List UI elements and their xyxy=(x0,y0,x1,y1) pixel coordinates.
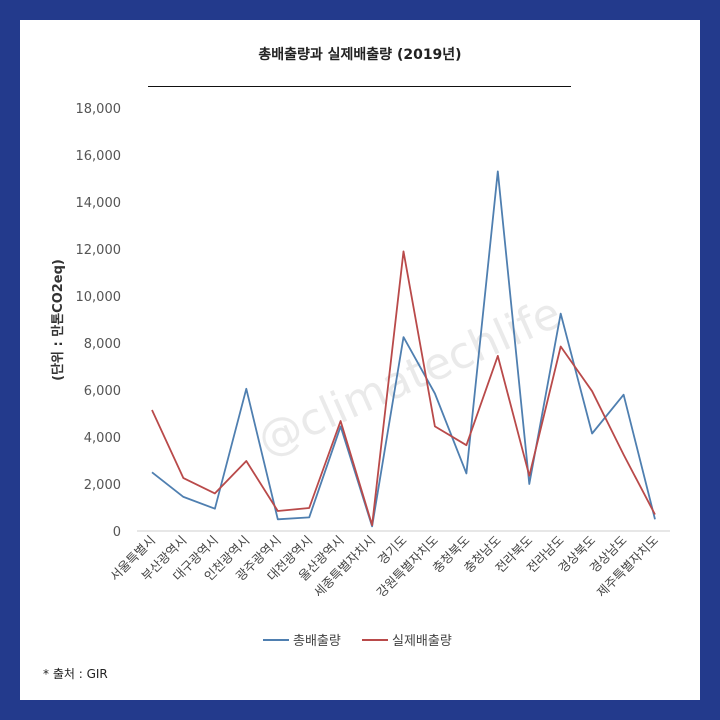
y-tick-label: 16,000 xyxy=(76,149,122,164)
y-axis: 0 2,000 4,000 6,000 8,000 10,000 12,000 14,000 1… xyxy=(76,102,122,540)
y-tick-label: 10,000 xyxy=(76,290,122,305)
legend-label: 총배출량 xyxy=(293,634,341,649)
y-tick-label: 0 xyxy=(113,525,121,540)
chart-card xyxy=(20,20,700,700)
y-tick-label: 6,000 xyxy=(84,384,121,399)
legend: 총배출량 실제배출량 xyxy=(263,634,452,649)
series-line-1 xyxy=(151,170,656,528)
y-axis-label: (단위 : 만톤CO2eq) xyxy=(50,259,66,381)
source-note: * 출처 : GIR xyxy=(43,667,108,681)
y-tick-label: 8,000 xyxy=(84,337,121,352)
title-underline xyxy=(148,86,571,87)
chart-title: 총배출량과 실제배출량 (2019년) xyxy=(258,47,462,63)
x-axis: 서울특별시부산광역시대구광역시인천광역시광주광역시대전광역시울산광역시세종특별자… xyxy=(107,530,670,600)
y-tick-label: 18,000 xyxy=(76,102,122,117)
y-tick-label: 4,000 xyxy=(84,431,121,446)
y-tick-label: 2,000 xyxy=(84,478,121,493)
y-tick-label: 12,000 xyxy=(76,243,122,258)
series-lines xyxy=(151,170,656,528)
y-tick-label: 14,000 xyxy=(76,196,122,211)
series-line-2 xyxy=(151,250,656,526)
legend-label: 실제배출량 xyxy=(392,634,452,649)
